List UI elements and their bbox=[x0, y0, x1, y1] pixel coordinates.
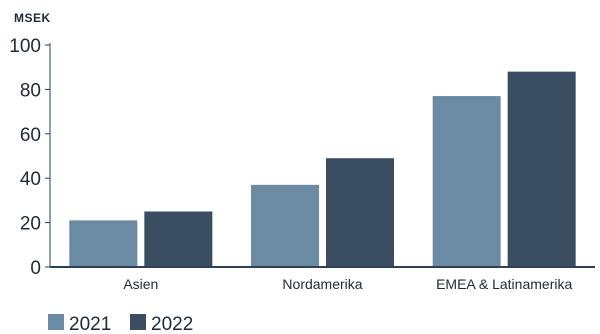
y-tick-label: 20 bbox=[20, 214, 41, 235]
y-tick-label: 40 bbox=[20, 169, 41, 190]
bar-2022-0 bbox=[144, 211, 213, 267]
bar-2021-2 bbox=[432, 96, 501, 267]
y-tick-label: 60 bbox=[20, 125, 41, 146]
y-axis: 0 20 40 60 80 100 bbox=[9, 36, 51, 279]
y-tick-label: 0 bbox=[30, 258, 41, 279]
y-tick-label: 80 bbox=[20, 80, 41, 101]
bar-2022-1 bbox=[326, 158, 394, 267]
x-axis: Asien Nordamerika EMEA & Latinamerika bbox=[50, 266, 595, 292]
x-tick-label: Nordamerika bbox=[282, 276, 362, 292]
x-tick-label: Asien bbox=[123, 276, 158, 292]
bar-2021-0 bbox=[69, 220, 138, 267]
bar-2022-2 bbox=[507, 71, 576, 267]
legend-label: 2022 bbox=[151, 314, 193, 334]
y-unit-label: MSEK bbox=[14, 11, 51, 25]
bars bbox=[69, 71, 576, 267]
legend-swatch-2021 bbox=[48, 314, 64, 330]
legend: 2021 2022 bbox=[48, 314, 193, 334]
y-tick-label: 100 bbox=[9, 36, 41, 57]
legend-swatch-2022 bbox=[130, 314, 146, 330]
x-tick-label: EMEA & Latinamerika bbox=[436, 276, 572, 292]
legend-label: 2021 bbox=[69, 314, 111, 334]
bar-2021-1 bbox=[251, 184, 319, 267]
